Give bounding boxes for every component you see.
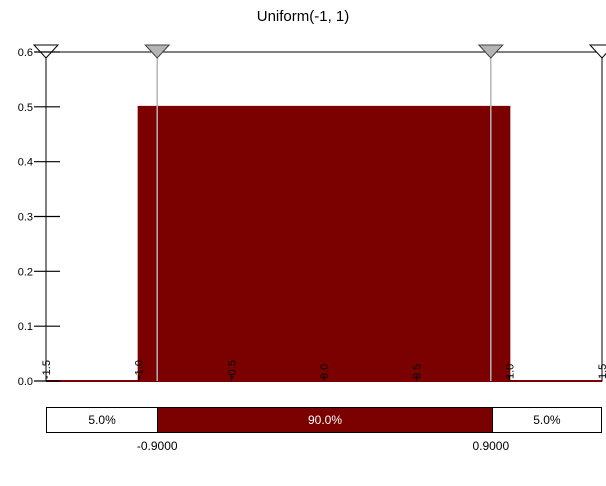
x-tick-label-5: 1.0 <box>504 364 516 379</box>
y-tick-label-5: 0.5 <box>18 102 33 114</box>
edge-marker-1 <box>588 44 606 59</box>
x-tick-label-4: 0.5 <box>412 364 424 379</box>
y-tick-label-0: 0.0 <box>18 376 33 388</box>
y-tick-label-3: 0.3 <box>18 212 33 224</box>
chart-title: Uniform(-1, 1) <box>256 8 350 25</box>
middle-segment: 90.0% <box>158 408 492 432</box>
y-tick-label-6: 0.6 <box>18 47 33 59</box>
x-tick-label-0: -1.5 <box>41 360 53 379</box>
x-tick-label-2: -0.5 <box>226 360 238 379</box>
y-tick-label-4: 0.4 <box>18 157 33 169</box>
x-tick-label-1: -1.0 <box>134 360 146 379</box>
left-cutoff-label: -0.9000 <box>136 439 178 453</box>
density-area <box>46 105 602 382</box>
y-tick-label-2: 0.2 <box>18 266 33 278</box>
x-tick-label-3: 0.0 <box>319 364 331 379</box>
right-tail-segment: 5.0% <box>491 408 601 432</box>
probability-bar: 5.0% 90.0% 5.0% <box>46 407 602 433</box>
right-cutoff-label: 0.9000 <box>472 439 510 453</box>
left-tail-segment: 5.0% <box>47 408 159 432</box>
marker-triangle-1 <box>477 44 504 59</box>
density-chart: 0.0 0.1 0.2 0.3 0.4 0.5 0.6 -1.5 -1.0 -0.5 0.0 0.5 1… <box>18 44 606 388</box>
x-tick-label-6: 1.5 <box>597 364 606 379</box>
y-tick-label-1: 0.1 <box>18 321 33 333</box>
marker-triangle-0 <box>144 44 171 59</box>
